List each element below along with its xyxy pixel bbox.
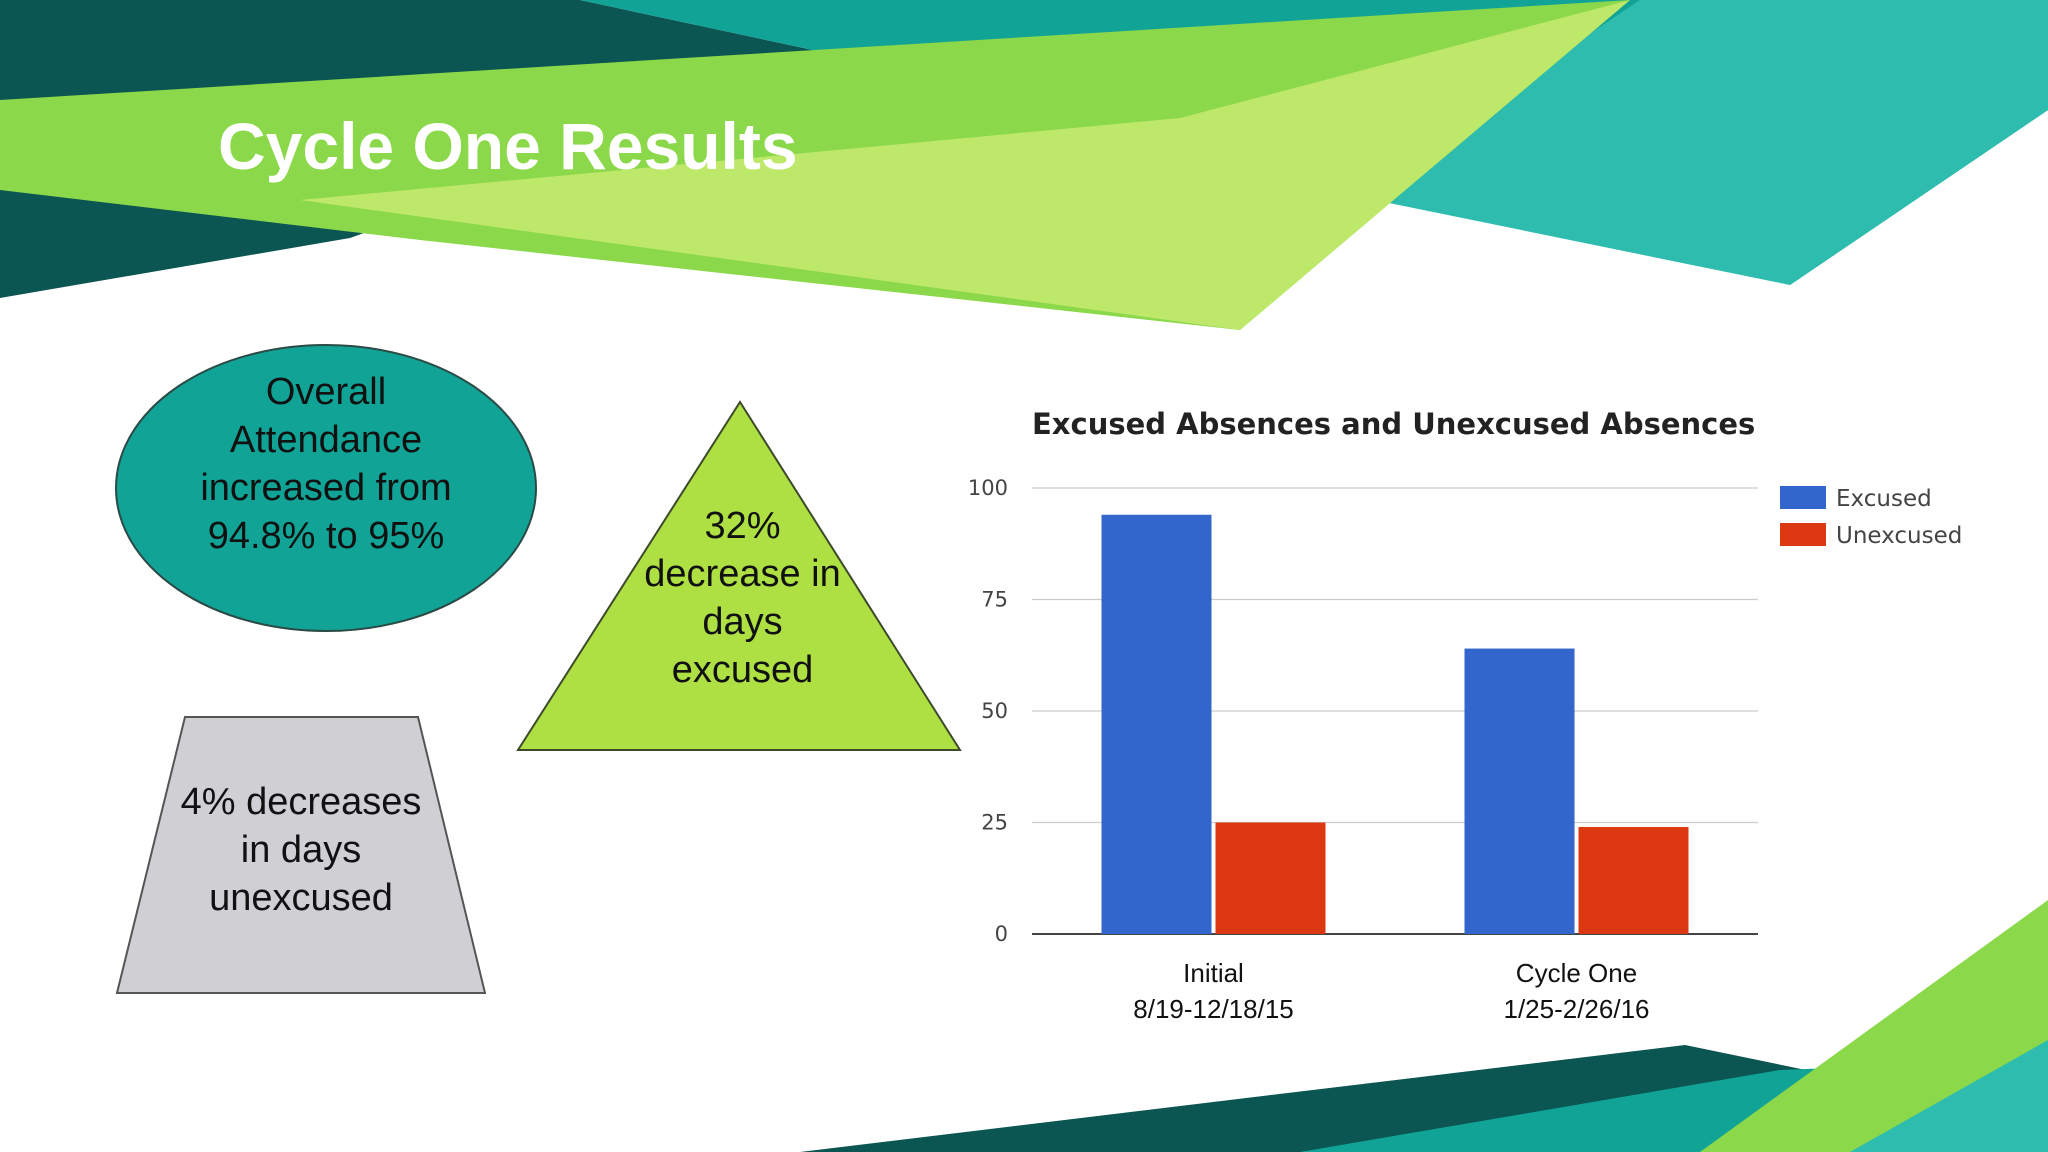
bar-unexcused: [1215, 822, 1326, 934]
absences-bar-chart: Excused Absences and Unexcused Absences …: [968, 407, 1962, 1024]
category-labels: Initial 8/19-12/18/15 Cycle One 1/25-2/26/1…: [1133, 958, 1649, 1024]
slide-title: Cycle One Results: [218, 109, 798, 183]
y-tick-label: 50: [981, 699, 1008, 723]
category-label: Cycle One: [1516, 958, 1637, 988]
y-tick-label: 100: [968, 476, 1008, 500]
attendance-ellipse: [115, 344, 537, 632]
category-label: Initial: [1183, 958, 1244, 988]
category-label: 8/19-12/18/15: [1133, 994, 1293, 1024]
bar-excused: [1464, 648, 1575, 934]
bar-unexcused: [1578, 826, 1689, 934]
excused-callout-text: 32% decrease in days excused: [644, 505, 841, 691]
excused-triangle: [516, 400, 962, 751]
category-label: 1/25-2/26/16: [1503, 994, 1649, 1024]
legend-label: Unexcused: [1836, 523, 1962, 549]
bar-excused: [1101, 514, 1212, 934]
y-tick-label: 75: [981, 588, 1008, 612]
legend-swatch: [1780, 523, 1826, 546]
bottom-green-band: [1700, 900, 2048, 1152]
bars-layer: [1101, 514, 1689, 934]
chart-title: Excused Absences and Unexcused Absences: [1032, 407, 1755, 441]
legend: Excused Unexcused: [1780, 486, 1962, 549]
legend-label: Excused: [1836, 486, 1932, 512]
light-teal-band: [1350, 0, 2048, 285]
y-tick-label: 0: [995, 922, 1008, 946]
unexcused-callout-text: 4% decreases in days unexcused: [180, 781, 422, 919]
y-tick-label: 25: [981, 811, 1008, 835]
unexcused-trapezoid: [115, 716, 487, 994]
attendance-callout-text: Overall Attendance increased from 94.8% …: [200, 371, 452, 557]
lime-band: [300, 0, 1630, 330]
legend-swatch: [1780, 486, 1826, 509]
